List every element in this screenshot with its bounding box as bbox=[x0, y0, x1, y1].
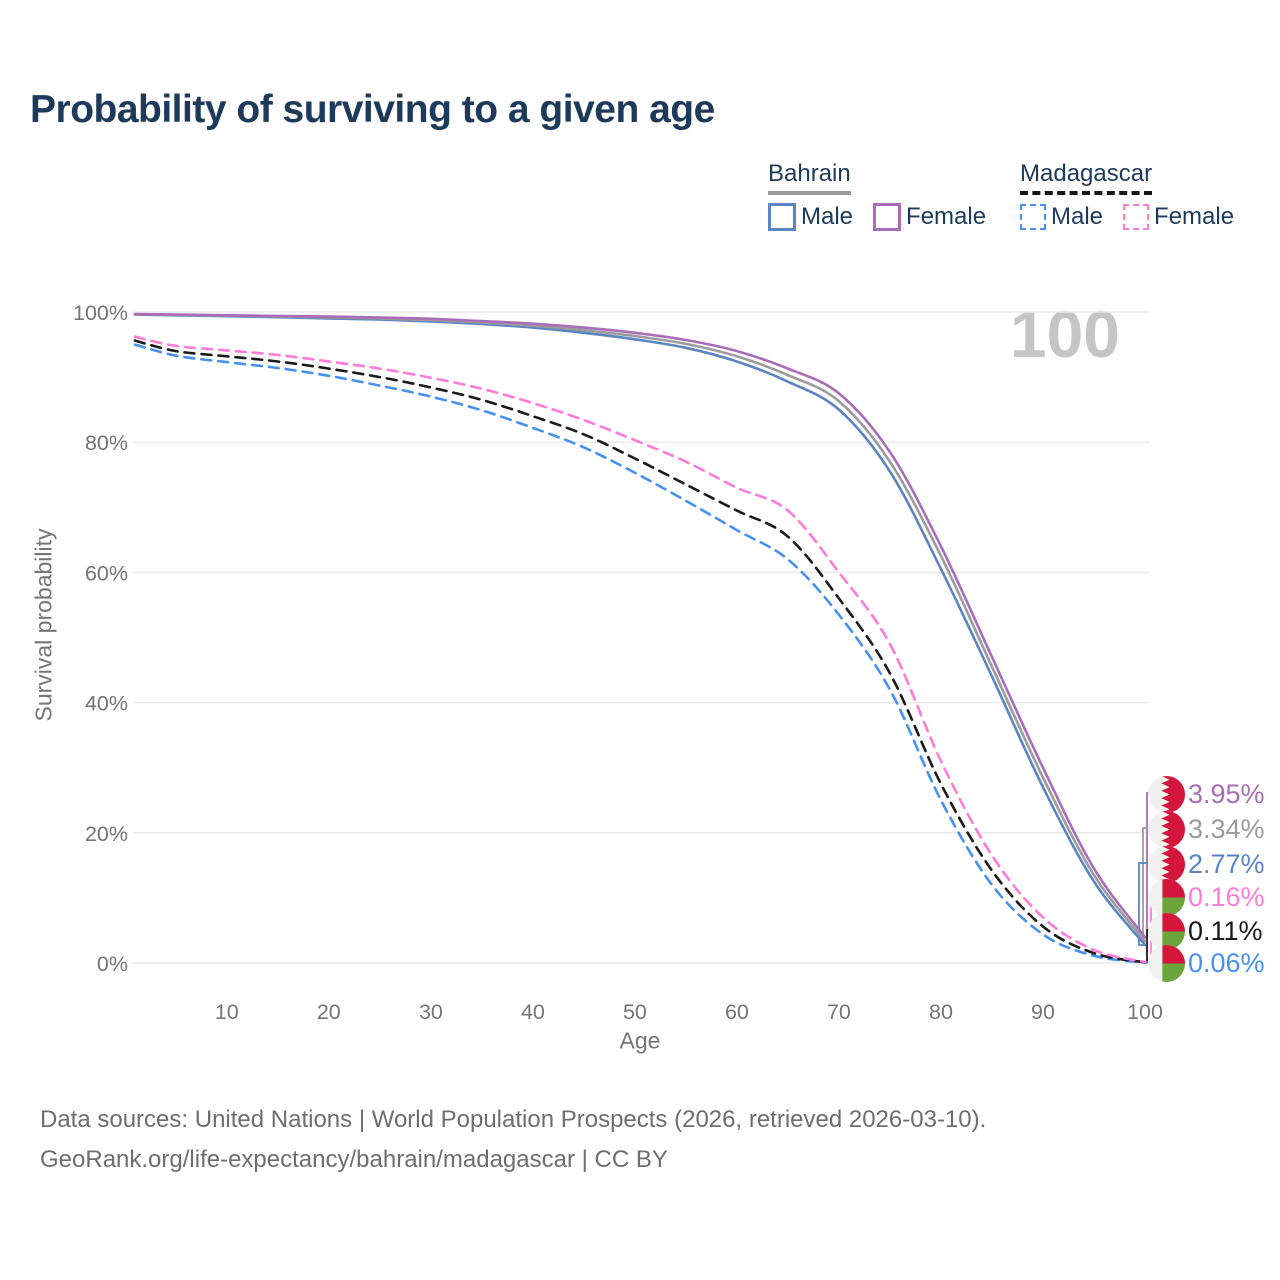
legend-item-label: Female bbox=[906, 203, 987, 230]
attribution-note: GeoRank.org/life-expectancy/bahrain/mada… bbox=[40, 1146, 668, 1173]
svg-text:60%: 60% bbox=[85, 561, 128, 585]
data-sources-note: Data sources: United Nations | World Pop… bbox=[40, 1106, 987, 1133]
end-label-value: 0.16% bbox=[1188, 881, 1265, 912]
bahrain-flag-icon bbox=[1148, 775, 1185, 813]
end-label-value: 0.11% bbox=[1188, 915, 1263, 946]
svg-text:50: 50 bbox=[623, 1000, 647, 1024]
svg-text:20%: 20% bbox=[85, 822, 128, 846]
end-label-value: 0.06% bbox=[1188, 947, 1265, 978]
madagascar-male-swatch-icon bbox=[1020, 204, 1046, 230]
bahrain-flag-icon bbox=[1148, 845, 1185, 883]
legend-item-bahrain-male[interactable]: Male bbox=[768, 203, 853, 231]
madagascar-female-swatch-icon bbox=[1123, 204, 1150, 230]
bahrain-female-swatch-icon bbox=[873, 203, 902, 231]
end-label-value: 3.34% bbox=[1188, 813, 1265, 844]
legend-item-madagascar-female[interactable]: Female bbox=[1123, 203, 1234, 231]
legend-item-label: Female bbox=[1154, 203, 1235, 230]
svg-text:60: 60 bbox=[725, 1000, 749, 1024]
end-label-bahrain-male: 2.77% bbox=[1148, 845, 1265, 883]
end-label-bahrain-female: 3.95% bbox=[1148, 775, 1265, 813]
svg-text:0%: 0% bbox=[97, 952, 128, 976]
end-label-madagascar-female: 0.16% bbox=[1148, 878, 1265, 916]
age-watermark: 100 bbox=[1009, 297, 1120, 371]
legend-item-bahrain-female[interactable]: Female bbox=[873, 203, 986, 231]
svg-text:10: 10 bbox=[215, 1000, 239, 1024]
legend-item-label: Male bbox=[801, 203, 854, 230]
svg-text:70: 70 bbox=[827, 1000, 851, 1024]
svg-text:20: 20 bbox=[317, 1000, 341, 1024]
madagascar-flag-icon bbox=[1148, 878, 1185, 916]
svg-text:30: 30 bbox=[419, 1000, 443, 1024]
bahrain-flag-icon bbox=[1148, 810, 1185, 848]
svg-text:40%: 40% bbox=[85, 692, 128, 716]
svg-text:80%: 80% bbox=[85, 431, 128, 455]
legend-item-label: Male bbox=[1051, 203, 1104, 230]
end-label-madagascar-both: 0.11% bbox=[1148, 912, 1263, 950]
legend-item-madagascar-male[interactable]: Male bbox=[1020, 203, 1103, 231]
svg-text:100%: 100% bbox=[73, 301, 128, 325]
svg-text:40: 40 bbox=[521, 1000, 545, 1024]
page-title: Probability of surviving to a given age bbox=[30, 88, 715, 131]
end-label-value: 3.95% bbox=[1188, 778, 1265, 809]
bahrain-male-swatch-icon bbox=[768, 203, 796, 231]
legend-items-madagascar: Male Female bbox=[1020, 203, 1234, 231]
end-label-bahrain-both: 3.34% bbox=[1148, 810, 1265, 848]
svg-text:90: 90 bbox=[1031, 1000, 1055, 1024]
end-label-madagascar-male: 0.06% bbox=[1148, 944, 1265, 982]
legend-items-bahrain: Male Female bbox=[768, 203, 986, 231]
y-axis-title: Survival probability bbox=[30, 528, 57, 722]
legend-group-madagascar: Madagascar bbox=[1020, 160, 1153, 195]
end-label-value: 2.77% bbox=[1188, 848, 1265, 879]
svg-text:100: 100 bbox=[1127, 1000, 1163, 1024]
legend-group-bahrain: Bahrain bbox=[768, 160, 851, 195]
x-axis-title: Age bbox=[619, 1027, 661, 1054]
madagascar-flag-icon bbox=[1148, 944, 1185, 982]
svg-text:80: 80 bbox=[929, 1000, 953, 1024]
